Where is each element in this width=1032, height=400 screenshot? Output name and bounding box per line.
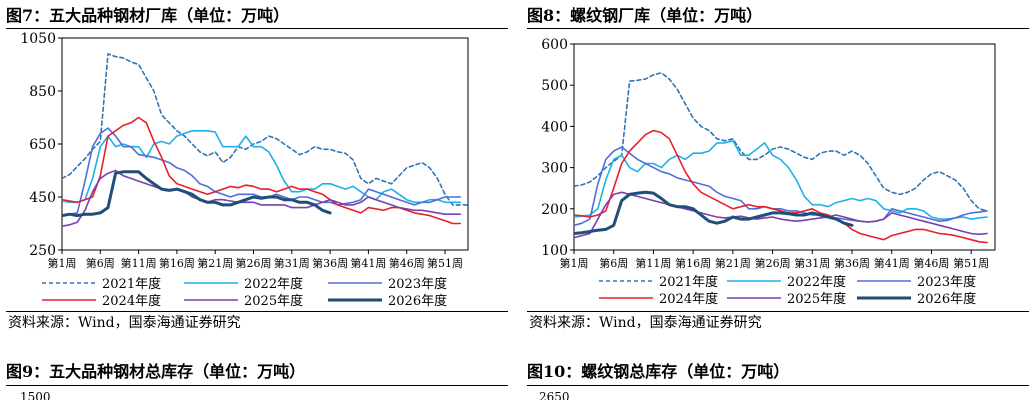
y-tick-label: 450 [29,190,56,206]
figure-9-title-rule [6,385,508,386]
y-tick-label: 400 [541,119,568,135]
figure-7-source: 资料来源：Wind，国泰海通证券研究 [8,315,241,331]
x-tick-label: 第11周 [635,256,671,270]
chart-figure-8: 100 200 300 400 500 600 第1周 第6周 第11周 第16周 第21周 第26周… [541,37,996,307]
figure-7-title: 图7：五大品种钢材厂库（单位：万吨） [6,6,290,25]
x-tick-label: 第36周 [834,256,870,270]
legend-label-2021: 2021年度 [102,276,161,292]
series-line-2022 [574,140,988,220]
series-line-2026 [62,170,332,218]
legend-label-2025: 2025年度 [244,293,303,309]
legend-label-2022: 2022年度 [787,274,846,290]
figure-7-title-rule [6,28,508,29]
y-tick-label: 300 [541,161,568,177]
series-group [62,53,468,227]
y-tick-label: 1050 [20,31,56,47]
y-tick-label: 500 [541,78,568,94]
figure-8-title-rule [527,28,1029,29]
x-tick-label: 第26周 [236,256,272,270]
legend-label-2024: 2024年度 [102,293,161,309]
x-tick-label: 第41周 [874,256,910,270]
x-tick-label: 第11周 [121,256,157,270]
figure-9-title: 图9：五大品种钢材总库存（单位：万吨） [6,362,306,381]
series-group [574,71,988,244]
series-line-2023 [574,146,988,227]
legend-label-2026: 2026年度 [917,291,976,307]
x-tick-label: 第16周 [675,256,711,270]
x-tick-label: 第21周 [715,256,751,270]
legend-label-2024: 2024年度 [659,291,718,307]
x-tick-label: 第36周 [312,256,348,270]
plot-area [573,43,996,251]
legend-label-2025: 2025年度 [787,291,846,307]
series-line-2025 [574,191,988,239]
x-tick-label: 第1周 [48,256,77,270]
figure-9-partial-tick: 1500 [20,390,51,400]
x-tick-label: 第21周 [197,256,233,270]
series-line-2024 [62,116,462,225]
legend-label-2023: 2023年度 [388,276,447,292]
y-tick-label: 650 [29,137,56,153]
legend-label-2022: 2022年度 [244,276,303,292]
x-tick-label: 第6周 [86,256,115,270]
x-tick-label: 第46周 [913,256,949,270]
legend-label-2023: 2023年度 [917,274,976,290]
legend-label-2021: 2021年度 [659,274,718,290]
legend-label-2026: 2026年度 [388,293,447,309]
figure-7-source-rule [6,311,508,312]
series-line-2026 [574,190,854,235]
x-tick-label: 第31周 [274,256,310,270]
x-tick-label: 第1周 [560,256,589,270]
x-tick-label: 第46周 [389,256,425,270]
figure-8-source-rule [527,311,1029,312]
x-tick-label: 第16周 [159,256,195,270]
series-line-2024 [574,129,988,244]
x-tick-label: 第41周 [350,256,386,270]
figure-10-partial-tick: 2650 [539,390,570,400]
series-line-2021 [62,53,468,206]
x-tick-label: 第51周 [953,256,989,270]
y-tick-label: 200 [541,202,568,218]
y-tick-label: 100 [541,243,568,259]
y-tick-label: 250 [29,243,56,259]
figure-8-title: 图8：螺纹钢厂库（单位：万吨） [527,6,763,25]
series-line-2025 [62,169,462,227]
x-tick-label: 第51周 [427,256,463,270]
series-line-2021 [574,71,988,212]
figure-10-title: 图10：螺纹钢总库存（单位：万吨） [527,362,790,381]
y-tick-label: 600 [541,37,568,53]
x-tick-label: 第6周 [599,256,628,270]
y-tick-label: 850 [29,84,56,100]
x-tick-label: 第31周 [794,256,830,270]
figure-8-source: 资料来源：Wind，国泰海通证券研究 [529,315,762,331]
series-line-2022 [62,130,462,204]
figure-10-title-rule [527,385,1029,386]
x-tick-label: 第26周 [755,256,791,270]
